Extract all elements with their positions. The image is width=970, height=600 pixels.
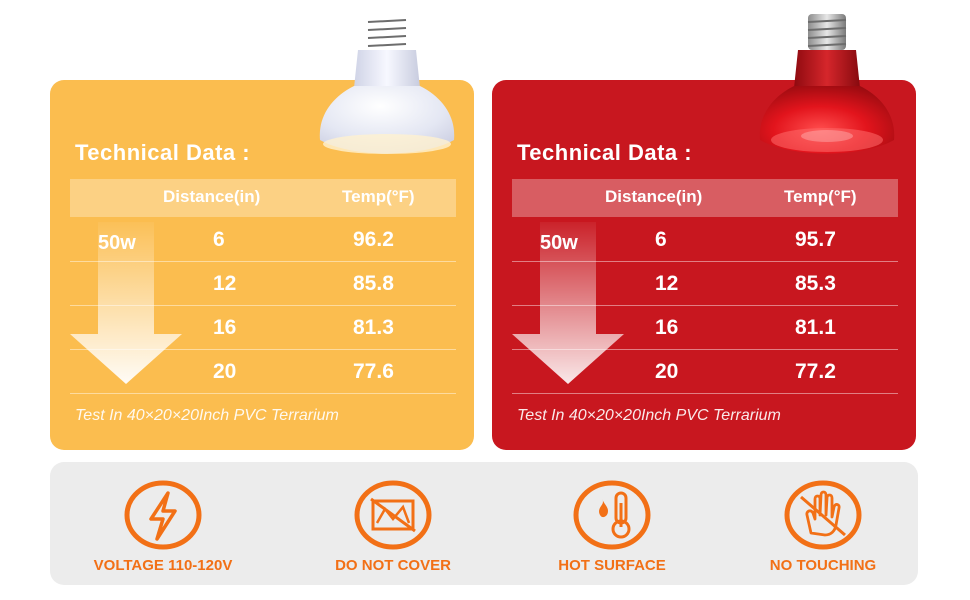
distance-value: 6 (655, 228, 667, 251)
lightning-icon (124, 480, 202, 550)
distance-value: 16 (655, 316, 679, 339)
distance-value: 16 (213, 316, 237, 339)
row-divider (512, 393, 898, 394)
warning-do-not-cover: DO NOT COVER (283, 462, 503, 585)
warnings-bar: VOLTAGE 110-120V DO NOT COVER HOT SURFAC… (50, 462, 918, 585)
table-header: Distance(in) Temp(°F) (512, 179, 898, 217)
header-temp: Temp(°F) (342, 187, 415, 206)
down-arrow-icon (512, 222, 624, 384)
white-heat-bulb-image (319, 19, 455, 154)
header-distance: Distance(in) (605, 187, 703, 206)
panel-title: Technical Data : (75, 140, 251, 165)
temp-value: 77.2 (795, 360, 836, 383)
warning-label: DO NOT COVER (335, 557, 451, 574)
temp-value: 96.2 (353, 228, 394, 251)
temp-value: 77.6 (353, 360, 394, 383)
warning-label: HOT SURFACE (558, 557, 666, 574)
table-row: 6 96.2 (70, 218, 456, 262)
table-row: 6 95.7 (512, 218, 898, 262)
down-arrow-icon (70, 222, 182, 384)
row-divider (70, 261, 456, 262)
table-header: Distance(in) Temp(°F) (70, 179, 456, 217)
test-note: Test In 40×20×20Inch PVC Terrarium (517, 407, 781, 424)
row-divider (70, 349, 456, 350)
table-row: 16 81.1 (512, 306, 898, 350)
distance-value: 12 (213, 272, 237, 295)
temp-value: 81.3 (353, 316, 394, 339)
test-note: Test In 40×20×20Inch PVC Terrarium (75, 407, 339, 424)
temp-value: 85.8 (353, 272, 394, 295)
row-divider (512, 349, 898, 350)
row-divider (512, 305, 898, 306)
distance-value: 20 (655, 360, 679, 383)
temp-value: 81.1 (795, 316, 836, 339)
red-heat-bulb-image (759, 14, 895, 154)
temp-value: 85.3 (795, 272, 836, 295)
wattage-label: 50w (98, 232, 136, 254)
warning-no-touching: NO TOUCHING (713, 462, 933, 585)
no-cover-icon (354, 480, 432, 550)
table-row: 20 77.6 (70, 350, 456, 394)
wattage-label: 50w (540, 232, 578, 254)
distance-value: 20 (213, 360, 237, 383)
row-divider (512, 261, 898, 262)
header-distance: Distance(in) (163, 187, 261, 206)
table-row: 20 77.2 (512, 350, 898, 394)
temp-value: 95.7 (795, 228, 836, 251)
distance-value: 12 (655, 272, 679, 295)
row-divider (70, 305, 456, 306)
hand-icon (784, 480, 862, 550)
panel-title: Technical Data : (517, 140, 693, 165)
table-row: 12 85.3 (512, 262, 898, 306)
distance-value: 6 (213, 228, 225, 251)
warning-label: NO TOUCHING (769, 557, 877, 574)
table-row: 16 81.3 (70, 306, 456, 350)
header-temp: Temp(°F) (784, 187, 857, 206)
thermometer-flame-icon (573, 480, 651, 550)
table-row: 12 85.8 (70, 262, 456, 306)
warning-hot-surface: HOT SURFACE (502, 462, 722, 585)
warning-voltage: VOLTAGE 110-120V (53, 462, 273, 585)
warning-label: VOLTAGE 110-120V (93, 557, 233, 574)
row-divider (70, 393, 456, 394)
